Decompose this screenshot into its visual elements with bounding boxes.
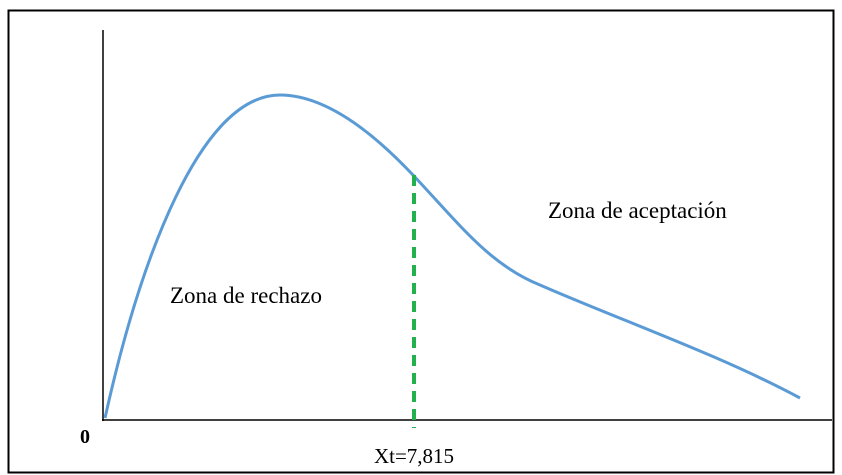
critical-value-label: Xt=7,815 [374, 444, 454, 468]
distribution-curve [103, 93, 801, 419]
acceptance-zone-label: Zona de aceptación [548, 198, 727, 223]
frame [7, 9, 835, 474]
rejection-zone-label: Zona de rechazo [170, 283, 322, 308]
origin-label: 0 [80, 426, 90, 448]
